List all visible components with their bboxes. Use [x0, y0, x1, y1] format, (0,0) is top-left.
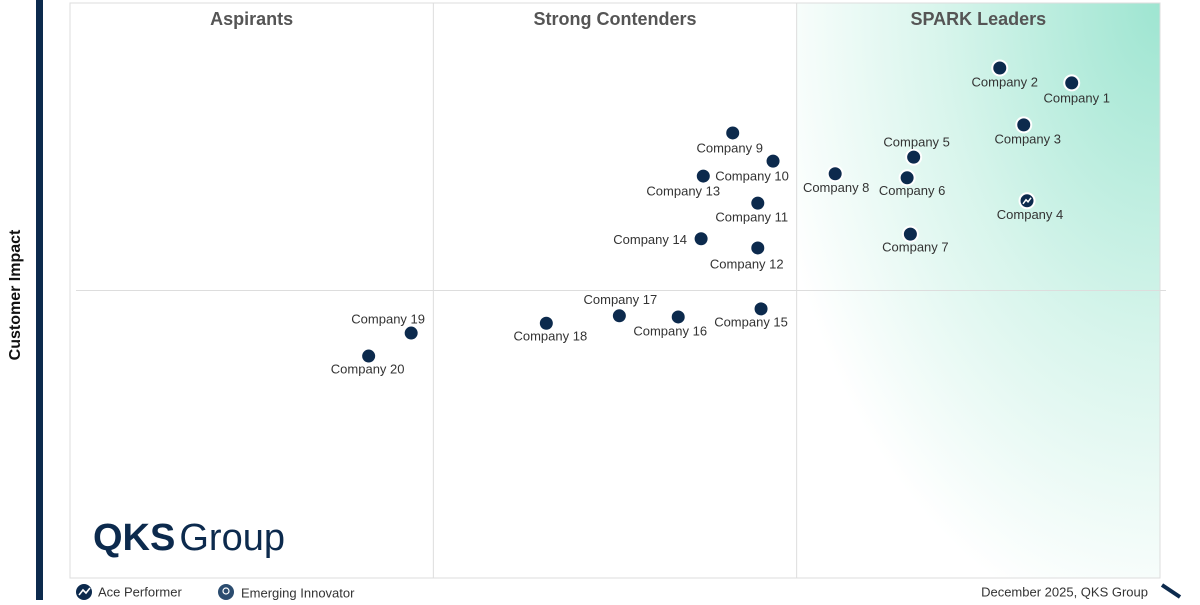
company-point	[360, 347, 378, 365]
company-label: Company 3	[995, 131, 1061, 146]
y-axis-label: Customer Impact	[7, 229, 24, 360]
company-label: Company 5	[883, 135, 949, 150]
company-label: Company 2	[972, 74, 1038, 89]
company-label: Company 9	[696, 140, 762, 155]
company-label: Company 8	[803, 180, 869, 195]
company-label: Company 19	[351, 311, 425, 326]
company-label: Company 1	[1043, 90, 1109, 105]
legend-label: Ace Performer	[98, 584, 182, 599]
logo-light: Group	[179, 517, 285, 559]
company-point	[1015, 116, 1033, 134]
company-label: Company 18	[513, 329, 587, 344]
company-point	[669, 308, 687, 326]
legend-label: Emerging Innovator	[241, 585, 355, 600]
company-point	[749, 194, 767, 212]
company-label: Company 14	[613, 232, 687, 247]
company-label: Company 20	[331, 361, 405, 376]
company-label: Company 7	[882, 240, 948, 255]
company-label: Company 6	[879, 183, 945, 198]
company-point	[826, 165, 844, 183]
company-point	[905, 148, 923, 166]
legend-icon-emerging	[218, 584, 234, 600]
company-point	[1063, 74, 1081, 92]
company-point	[764, 152, 782, 170]
company-point	[752, 300, 770, 318]
company-point	[724, 124, 742, 142]
quadrant-title: SPARK Leaders	[910, 9, 1046, 29]
company-point	[991, 59, 1009, 77]
footer: December 2025, QKS Group	[981, 584, 1148, 599]
company-label: Company 10	[715, 169, 789, 184]
company-point	[901, 225, 919, 243]
company-label: Company 4	[997, 207, 1063, 222]
company-label: Company 12	[710, 256, 784, 271]
company-point	[537, 314, 555, 332]
company-label: Company 11	[715, 210, 788, 225]
company-label: Company 15	[714, 314, 788, 329]
company-point	[694, 167, 712, 185]
company-point	[402, 324, 420, 342]
company-point	[610, 307, 628, 325]
legend-icon-ace-glyph	[78, 587, 91, 596]
ace-badge	[1022, 197, 1032, 205]
plot-area: Aspirants Strong Contenders SPARK Leaders C…	[69, 2, 1166, 579]
company-point	[692, 230, 710, 248]
logo: QKS Group	[93, 517, 285, 559]
company-label: Company 17	[584, 292, 658, 307]
quadrant-title: Aspirants	[210, 9, 293, 29]
company-label: Company 16	[633, 323, 707, 338]
corner-arrow	[1160, 583, 1182, 599]
company-label: Company 13	[646, 184, 720, 199]
legend-icon-emerging-glyph	[222, 587, 230, 595]
quadrant-title: Strong Contenders	[533, 9, 696, 29]
side-bar	[36, 0, 43, 600]
logo-bold: QKS	[93, 517, 175, 559]
company-point	[749, 239, 767, 257]
company-point	[898, 169, 916, 187]
